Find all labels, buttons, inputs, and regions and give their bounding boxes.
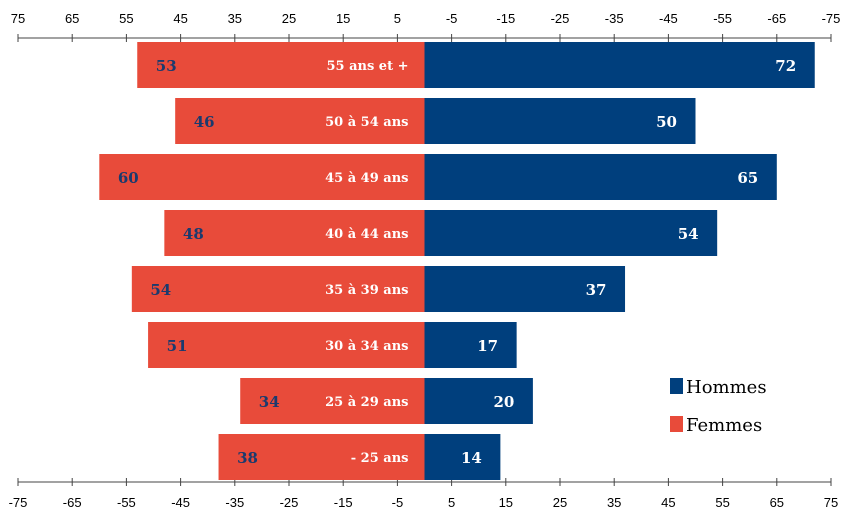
- bar-femmes: [164, 210, 425, 256]
- bar-hommes: [424, 42, 815, 88]
- bottom-axis-tick-label: 45: [661, 495, 675, 510]
- top-axis-tick-label: 35: [228, 11, 242, 26]
- bottom-axis-tick-label: -25: [280, 495, 299, 510]
- bar-hommes: [424, 434, 501, 480]
- data-label-hommes: 14: [461, 449, 482, 467]
- top-axis-tick-label: -55: [713, 11, 732, 26]
- bar-femmes: [175, 98, 425, 144]
- top-axis-tick-label: 15: [336, 11, 350, 26]
- data-label-femmes: 51: [167, 337, 188, 355]
- bar-hommes: [424, 378, 533, 424]
- top-axis-tick-label: -45: [659, 11, 678, 26]
- data-label-hommes: 65: [737, 169, 758, 187]
- bottom-axis-tick-label: 5: [448, 495, 455, 510]
- legend-label: Femmes: [686, 415, 762, 436]
- bottom-axis-tick-label: 35: [607, 495, 621, 510]
- top-axis-tick-label: 65: [65, 11, 79, 26]
- data-label-femmes: 46: [194, 113, 215, 131]
- data-label-hommes: 54: [678, 225, 699, 243]
- bar-hommes: [424, 266, 626, 312]
- bottom-axis-tick-label: 15: [499, 495, 513, 510]
- data-label-femmes: 48: [183, 225, 204, 243]
- bar-femmes: [99, 154, 425, 200]
- top-axis-tick-label: -65: [767, 11, 786, 26]
- bottom-axis-tick-label: 55: [715, 495, 729, 510]
- bottom-axis-tick-label: -45: [171, 495, 190, 510]
- bottom-axis-tick-label: -35: [225, 495, 244, 510]
- category-label: 40 à 44 ans: [325, 227, 408, 242]
- bottom-axis-tick-label: -15: [334, 495, 353, 510]
- top-axis-tick-label: -5: [446, 11, 458, 26]
- data-label-hommes: 17: [477, 337, 498, 355]
- top-axis-tick-label: -75: [822, 11, 841, 26]
- bottom-axis-tick-label: -65: [63, 495, 82, 510]
- bar-femmes: [240, 378, 425, 424]
- top-axis-tick-label: 55: [119, 11, 133, 26]
- data-label-hommes: 50: [656, 113, 677, 131]
- category-label: 25 à 29 ans: [325, 395, 408, 410]
- data-label-femmes: 34: [259, 393, 280, 411]
- data-label-hommes: 20: [493, 393, 514, 411]
- category-label: 35 à 39 ans: [325, 283, 408, 298]
- top-axis-tick-label: -35: [605, 11, 624, 26]
- data-label-femmes: 38: [237, 449, 258, 467]
- bottom-axis-tick-label: -75: [9, 495, 28, 510]
- bar-femmes: [148, 322, 425, 368]
- top-axis-tick-label: -15: [496, 11, 515, 26]
- category-label: 45 à 49 ans: [325, 171, 408, 186]
- legend-label: Hommes: [686, 377, 767, 398]
- bar-hommes: [424, 154, 777, 200]
- data-label-femmes: 54: [150, 281, 171, 299]
- top-axis-tick-label: 75: [11, 11, 25, 26]
- category-label: 55 ans et +: [326, 59, 408, 74]
- data-label-hommes: 37: [586, 281, 607, 299]
- top-axis-tick-label: 25: [282, 11, 296, 26]
- bar-femmes: [218, 434, 425, 480]
- bottom-axis-tick-label: 25: [553, 495, 567, 510]
- top-axis-tick-label: -25: [551, 11, 570, 26]
- bar-hommes: [424, 210, 718, 256]
- top-axis-tick-label: 45: [173, 11, 187, 26]
- category-label: 50 à 54 ans: [325, 115, 408, 130]
- legend-swatch: [670, 378, 683, 394]
- legend-swatch: [670, 416, 683, 432]
- bottom-axis-tick-label: 65: [770, 495, 784, 510]
- bar-hommes: [424, 98, 696, 144]
- bar-hommes: [424, 322, 517, 368]
- category-label: 30 à 34 ans: [325, 339, 408, 354]
- bottom-axis-tick-label: -55: [117, 495, 136, 510]
- data-label-hommes: 72: [775, 57, 796, 75]
- bottom-axis-tick-label: 75: [824, 495, 838, 510]
- category-label: - 25 ans: [351, 451, 409, 466]
- data-label-femmes: 60: [118, 169, 139, 187]
- data-label-femmes: 53: [156, 57, 177, 75]
- bar-femmes: [131, 266, 425, 312]
- bottom-axis-tick-label: -5: [392, 495, 404, 510]
- top-axis-tick-label: 5: [394, 11, 401, 26]
- bar-femmes: [137, 42, 425, 88]
